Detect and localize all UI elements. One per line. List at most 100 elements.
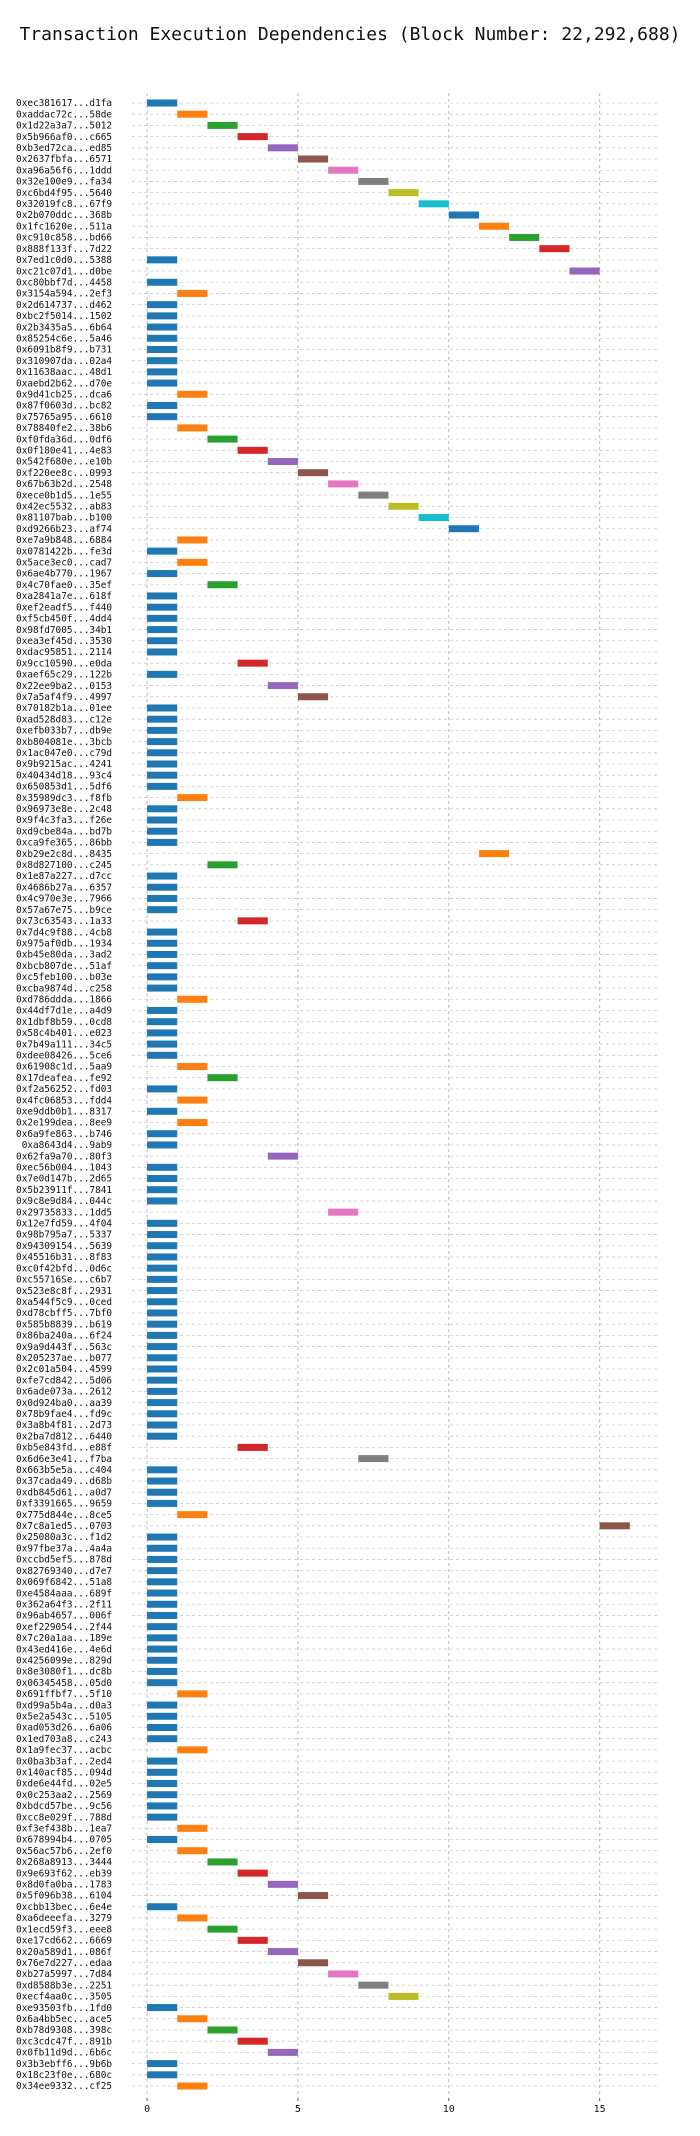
tx-label: 0x1a9fec37...acbc [16,1745,112,1756]
tx-label: 0x585b8839...b619 [16,1319,112,1330]
tx-bar [147,1903,178,1911]
tx-bar [147,939,178,947]
tx-label: 0x73c63543...1a33 [16,916,112,927]
tx-label: 0xdb845d61...a0d7 [16,1487,112,1498]
tx-label: 0x4c70fae0...35ef [16,580,112,591]
tx-label: 0xd8588b3e...2251 [16,1980,112,1991]
tx-label: 0xf2a56252...fd03 [16,1084,112,1095]
tx-bar [478,850,510,858]
tx-label: 0xf3391665...9659 [16,1499,112,1510]
tx-label: 0xec56b004...1043 [16,1163,112,1174]
tx-label: 0x57a67e75...b9ce [16,905,112,916]
tx-label: 0xc21c07d1...d0be [16,266,112,277]
tx-bar [297,1959,329,1967]
tx-bar [147,1275,178,1283]
tx-bar [147,1768,178,1776]
tx-bar [147,648,178,656]
tx-label: 0xaebd2b62...d70e [16,378,112,389]
tx-label: 0xb78d9308...398c [16,2025,112,2036]
tx-bar [147,1836,178,1844]
tx-label: 0x8d827100...c245 [16,860,112,871]
tx-bar [147,1320,178,1328]
tx-label: 0x58c4b401...e023 [16,1028,112,1039]
tx-label: 0x78840fe2...38b6 [16,423,112,434]
tx-label: 0xe93503fb...1fd0 [16,2003,112,2014]
tx-label: 0x96ab4657...006f [16,1611,112,1622]
tx-bar [147,726,178,734]
tx-label: 0x34ee9332...cf25 [16,2081,112,2092]
x-axis-ticks: 0 5 10 15 [144,2098,606,2115]
x-tick-label: 10 [443,2104,455,2115]
tx-bar [147,782,178,790]
tx-bar [147,278,178,286]
tx-bar [147,1488,178,1496]
tx-label: 0x97fbe37a...4a4a [16,1543,112,1554]
tx-bar [267,1152,298,1160]
tx-label: 0x7e0d147b...2d65 [16,1174,112,1185]
tx-label: 0xd78cbff5...7bf0 [16,1308,112,1319]
tx-bar [147,1634,178,1642]
x-tick-label: 0 [144,2104,150,2115]
tx-label: 0x43ed416e...4e6d [16,1644,112,1655]
tx-label: 0x86ba240a...6f24 [16,1331,112,1342]
tx-bar [147,1085,178,1093]
tx-bar [147,1656,178,1664]
tx-label: 0x6ae4b770...1967 [16,569,112,580]
tx-bar [207,121,238,129]
tx-label: 0x45516b31...8f83 [16,1252,112,1263]
tx-bar [418,514,449,522]
tx-bar [147,1163,178,1171]
tx-bar [177,794,208,802]
tx-label: 0x44df7d1e...a4d9 [16,1006,112,1017]
tx-label: 0x40434d18...93c4 [16,770,112,781]
tx-bar [147,99,178,107]
tx-bar [147,345,178,353]
tx-label: 0x12e7fd59...4f04 [16,1219,112,1230]
tx-label: 0x81107bab...b100 [16,513,112,524]
tx-label: 0xef229054...2f44 [16,1622,112,1633]
tx-bar [147,670,178,678]
tx-label: 0x32019fc8...67f9 [16,199,112,210]
tx-bar [177,2082,208,2090]
tx-bar [147,962,178,970]
tx-label: 0xc3cdc47f...891b [16,2036,112,2047]
tx-bar [147,1667,178,1675]
tx-bar [147,312,178,320]
tx-label: 0x25080a3c...f1d2 [16,1532,112,1543]
tx-label: 0xe4584aaa...689f [16,1588,112,1599]
tx-bar [147,1477,178,1485]
tx-label: 0xe7a9b848...6884 [16,535,112,546]
tx-label: 0xc80bbf7d...4458 [16,277,112,288]
tx-label: 0xb29e2c8d...8435 [16,849,112,860]
tx-bar [388,502,419,510]
tx-bar [207,861,238,869]
tx-bar [147,973,178,981]
tx-bar [147,1130,178,1138]
tx-bar [147,357,178,365]
tx-label: 0x9f4c3fa3...f26e [16,815,112,826]
tx-bar [147,1387,178,1395]
tx-label: 0x06345458...05d0 [16,1678,112,1689]
tx-bar [147,1029,178,1037]
tx-label: 0x70182b1a...01ee [16,703,112,714]
tx-label: 0x87f0603d...bc82 [16,401,112,412]
tx-bar [147,1354,178,1362]
tx-bar [147,401,178,409]
tx-label: 0x663b5e5a...c404 [16,1465,112,1476]
tx-bar [147,413,178,421]
tx-bar [297,693,329,701]
tx-bar [147,1365,178,1373]
tx-label: 0x29735833...1dd5 [16,1207,112,1218]
tx-label: 0x67b63b2d...2548 [16,479,112,490]
tx-label: 0x8e3080f1...dc8b [16,1667,112,1678]
tx-bar [237,1936,268,1944]
tx-bar [147,838,178,846]
tx-label: 0x94309154...5639 [16,1241,112,1252]
tx-label: 0xfe7cd842...5d06 [16,1375,112,1386]
tx-bar [177,1511,208,1519]
tx-label: 0x62fa9a70...80f3 [16,1151,112,1162]
tx-bar [147,1410,178,1418]
tx-label: 0x4686b27a...6357 [16,882,112,893]
tx-bar [177,1914,208,1922]
